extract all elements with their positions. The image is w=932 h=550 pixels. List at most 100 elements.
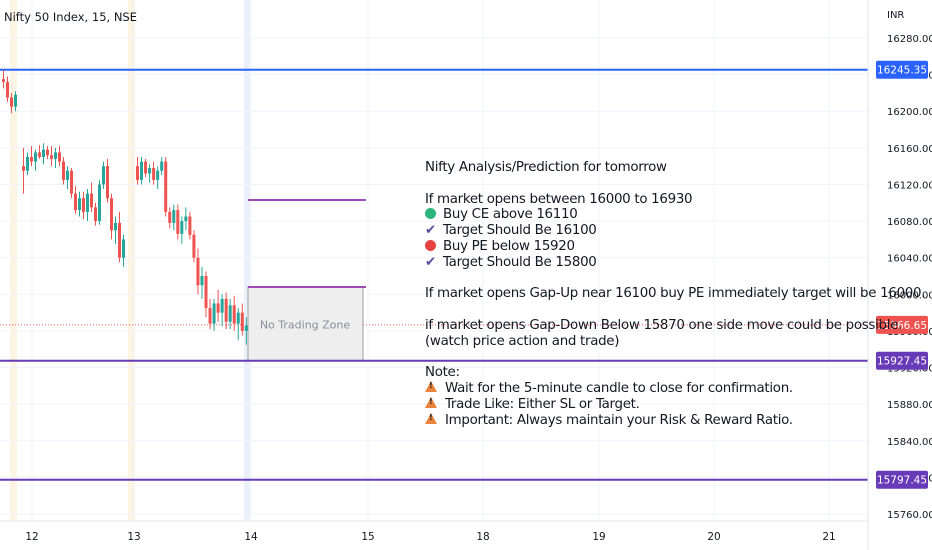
candle-body	[240, 312, 244, 331]
price-tick-label: 16120.00	[887, 180, 932, 191]
candle-body	[82, 198, 85, 212]
annotation-condition: If market opens between 16000 to 16930	[425, 192, 693, 207]
candle-body	[216, 303, 220, 313]
price-tag-label: 15966.65	[877, 320, 927, 332]
candle-body	[14, 94, 17, 107]
annotation-item-4: ✔ Target Should Be 15800	[425, 255, 597, 270]
note-1: Wait for the 5-minute candle to close fo…	[425, 381, 793, 396]
item-4-text: Target Should Be 15800	[443, 255, 597, 270]
candle-body	[74, 193, 77, 211]
candle-body	[144, 161, 148, 174]
annotation-watch: (watch price action and trade)	[425, 334, 620, 349]
candle-body	[98, 184, 101, 222]
price-tick-label: 15760.00	[887, 510, 932, 521]
candle-body	[208, 308, 212, 324]
time-tick-label: 13	[127, 531, 140, 543]
candle-body	[70, 170, 73, 194]
session-highlight-13	[128, 0, 135, 520]
candle-body	[22, 166, 25, 171]
warning-icon	[425, 413, 437, 424]
candle-body	[148, 167, 152, 174]
candle-body	[10, 97, 13, 107]
candle-body	[196, 257, 200, 286]
candle-body	[176, 210, 180, 234]
candle-body	[164, 161, 168, 212]
warning-icon	[425, 381, 437, 392]
candle-body	[140, 161, 144, 180]
price-tick-label: 15880.00	[887, 400, 932, 411]
price-tag-bg	[876, 470, 928, 489]
candle-body	[118, 222, 121, 258]
no-trading-zone-label: No Trading Zone	[260, 318, 351, 331]
candle-body	[34, 152, 37, 162]
price-tick-label: 16200.00	[887, 107, 932, 118]
time-tick-label: 14	[244, 531, 258, 543]
annotation-title: Nifty Analysis/Prediction for tomorrow	[425, 160, 667, 175]
horizontal-levels	[0, 68, 868, 481]
trend-segments	[248, 199, 366, 288]
price-tick-label: 16280.00	[887, 34, 932, 45]
candle-body	[152, 167, 156, 180]
annotation-gapup: If market opens Gap-Up near 16100 buy PE…	[425, 286, 926, 301]
price-tick-label: 15840.00	[887, 437, 932, 448]
candle-body	[180, 221, 184, 234]
price-tag-label: 15797.45	[877, 475, 927, 487]
candle-body	[30, 157, 33, 162]
price-tag-bg	[876, 351, 928, 370]
candle-body	[228, 305, 232, 322]
candle-body	[160, 161, 164, 171]
time-tick-label: 21	[822, 531, 835, 543]
price-tick-label: 16000.00	[887, 290, 932, 301]
candle-body	[54, 152, 57, 159]
candle-body	[204, 276, 208, 309]
price-tick-label: 16080.00	[887, 217, 932, 228]
candle-body	[220, 298, 224, 313]
price-tag-bg	[876, 60, 928, 79]
price-tag-bg	[876, 315, 928, 334]
annotation-item-1: Buy CE above 16110	[425, 207, 578, 222]
candle-body	[236, 312, 240, 324]
candle-body	[38, 152, 41, 157]
candle-body	[168, 211, 172, 223]
candle-body	[66, 170, 69, 180]
candle-body	[156, 170, 160, 180]
candle-body	[6, 81, 9, 98]
candle-body	[136, 166, 139, 180]
candle-body	[62, 161, 65, 180]
price-tags: 16245.35 15966.65 15927.45 15797.45	[876, 60, 928, 489]
candle-body	[42, 149, 45, 157]
candle-body	[86, 193, 89, 212]
price-tick-label: 16160.00	[887, 144, 932, 155]
candle-body	[50, 155, 53, 159]
candle-body	[102, 166, 105, 185]
candle-body	[78, 198, 81, 211]
candle-body	[192, 234, 196, 258]
warning-icon	[425, 397, 437, 408]
candle-body	[114, 222, 117, 231]
candle-body	[110, 198, 113, 231]
note-1-text: Wait for the 5-minute candle to close fo…	[445, 381, 793, 396]
candle-body	[46, 149, 49, 156]
annotation-gapdown: if market opens Gap-Down Below 15870 one…	[425, 318, 903, 333]
candle-body	[90, 193, 93, 208]
candle-body	[244, 325, 248, 331]
candle-body	[212, 303, 216, 324]
time-tick-label: 18	[476, 531, 489, 543]
candle-body	[224, 298, 228, 322]
annotation-item-2: ✔ Target Should Be 16100	[425, 223, 597, 238]
no-trading-zone	[247, 286, 364, 362]
time-tick-label: 12	[25, 531, 38, 543]
candle-body	[172, 210, 176, 223]
item-3-text: Buy PE below 15920	[443, 239, 575, 254]
price-axis-bg	[868, 0, 932, 550]
item-2-text: Target Should Be 16100	[443, 223, 597, 238]
chart-title[interactable]: Nifty 50 Index, 15, NSE	[4, 10, 137, 24]
candle-body	[94, 207, 97, 222]
green-circle-icon	[425, 208, 436, 219]
time-tick-label: 19	[592, 531, 605, 543]
check-icon: ✔	[425, 223, 436, 238]
time-axis[interactable]: 12 13 14 15 18 19 20 21	[25, 531, 835, 543]
time-tick-label: 20	[707, 531, 720, 543]
candle-body	[188, 216, 192, 235]
